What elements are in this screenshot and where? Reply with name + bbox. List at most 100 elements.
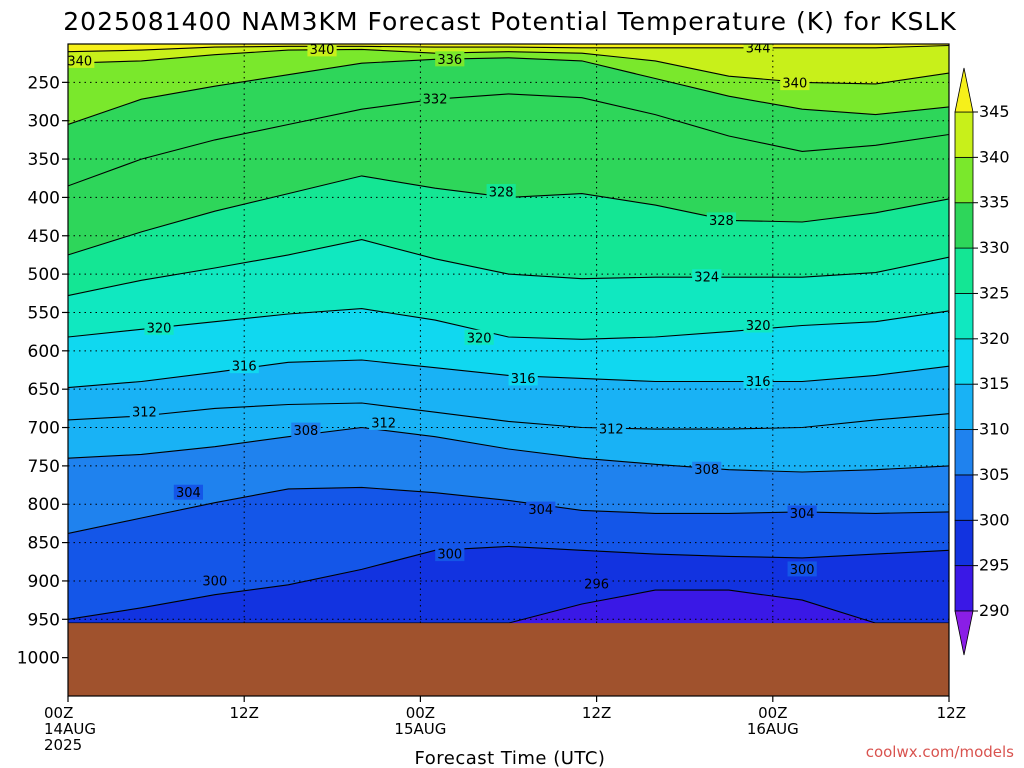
colorbar-label: 330 [979, 238, 1010, 257]
x-tick-label: 12Z [230, 704, 259, 722]
colorbar-label: 310 [979, 420, 1010, 439]
fill-band [68, 546, 949, 624]
isentrope-320 [68, 308, 949, 340]
colorbar: 290 295 300 305 310 315 320 325 330 335 340 345 [954, 67, 1010, 656]
y-tick-label: 700 [28, 419, 60, 439]
contour-label: 304 [528, 503, 553, 518]
contour-label: 320 [147, 321, 172, 336]
contour-label-bg [582, 576, 612, 592]
contour-label: 344 [746, 41, 771, 56]
contour-label: 340 [310, 43, 335, 58]
fill-band [68, 45, 949, 84]
isentrope-296 [68, 589, 949, 624]
colorbar-swatch [954, 474, 974, 521]
y-tick-label: 600 [28, 342, 60, 362]
y-tick-label: 250 [28, 73, 60, 93]
colorbar-swatch [954, 111, 974, 158]
contour-label-bg [526, 501, 556, 517]
y-tick-label: 350 [28, 150, 60, 170]
contour-label: 300 [202, 574, 227, 589]
colorbar-swatch [954, 519, 974, 567]
y-tick-label: 650 [28, 380, 60, 400]
contour-label: 336 [437, 53, 462, 68]
contour-label-bg [229, 358, 259, 374]
contour-label-bg [464, 329, 494, 345]
fill-band [68, 308, 949, 388]
colorbar-swatch [954, 156, 974, 204]
fill-band [68, 487, 949, 620]
x-tick-label: 2025 [44, 736, 82, 754]
fill-band [68, 239, 949, 340]
y-tick-label: 300 [28, 112, 60, 132]
contour-label-bg [692, 461, 722, 477]
fill-band [68, 403, 949, 472]
contour-label-bg [129, 404, 159, 420]
fill-band [68, 57, 949, 186]
contour-label: 308 [694, 463, 719, 478]
credit-link[interactable]: coolwx.com/models [866, 743, 1014, 761]
colorbar-swatch [954, 383, 974, 430]
y-tick-label: 500 [28, 265, 60, 285]
contour-label-bg [743, 44, 773, 55]
plot-frame [67, 43, 950, 697]
colorbar-label: 345 [979, 102, 1010, 121]
colorbar-label: 320 [979, 329, 1010, 348]
fill-band [68, 360, 949, 430]
isentrope-308 [68, 426, 949, 473]
contour-label: 304 [790, 507, 815, 522]
x-tick-label: 15AUG [394, 720, 446, 738]
contour-label: 304 [176, 486, 201, 501]
contour-label-bg [173, 484, 204, 500]
colorbar-swatch [954, 202, 974, 249]
y-tick-label: 1000 [17, 649, 60, 669]
contour-label-bg [420, 91, 450, 107]
contour-label: 316 [511, 372, 536, 387]
shaded-fill-layer [68, 44, 949, 696]
x-tick-label: 00Z [758, 704, 787, 722]
x-tick-label: 12Z [582, 704, 611, 722]
colorbar-swatch [954, 338, 974, 385]
colorbar-swatch [954, 565, 974, 612]
chart-title: 2025081400 NAM3KM Forecast Potential Tem… [63, 7, 956, 36]
contour-label-bg [787, 561, 817, 577]
contour-label-bg [743, 373, 773, 389]
colorbar-label: 300 [979, 510, 1010, 529]
ground-surface [68, 623, 949, 696]
contour-label-bg [435, 546, 465, 562]
contour-label-bg [68, 52, 95, 68]
contour-label-bg [780, 75, 810, 91]
y-tick-label: 450 [28, 227, 60, 247]
y-tick-label: 850 [28, 534, 60, 554]
colorbar-label: 340 [979, 147, 1010, 166]
plot-area: 340 340 336 344 340 332 328 328 324 320 320 320 316 3… [67, 41, 949, 696]
y-tick-label: 800 [28, 495, 60, 515]
contour-label: 340 [782, 77, 807, 92]
contour-label-bg [144, 319, 174, 335]
contour-label-bg [291, 422, 321, 438]
contour-label: 340 [67, 54, 92, 69]
contour-label: 316 [746, 375, 771, 390]
fill-band [68, 427, 949, 534]
contour-line-layer [68, 44, 949, 624]
colorbar-swatch [954, 293, 974, 340]
contour-label: 312 [599, 423, 624, 438]
isentrope-312 [68, 402, 949, 430]
contour-label-bg [307, 44, 337, 57]
contour-label-bg [692, 269, 722, 285]
y-tick-label: 550 [28, 303, 60, 323]
contour-label: 332 [423, 93, 448, 108]
x-tick-label: 00Z [44, 704, 73, 722]
contour-label-bg [486, 184, 516, 200]
contour-label-bg [369, 414, 399, 430]
contour-label: 312 [132, 406, 157, 421]
contour-label: 312 [371, 416, 396, 431]
colorbar-extend-top [954, 67, 974, 113]
colorbar-label: 315 [979, 374, 1010, 393]
contour-label: 320 [467, 331, 492, 346]
contour-label-bg [435, 51, 465, 67]
contour-label-bg [596, 421, 626, 437]
isentrope-332 [68, 93, 949, 187]
colorbar-label: 295 [979, 556, 1010, 575]
